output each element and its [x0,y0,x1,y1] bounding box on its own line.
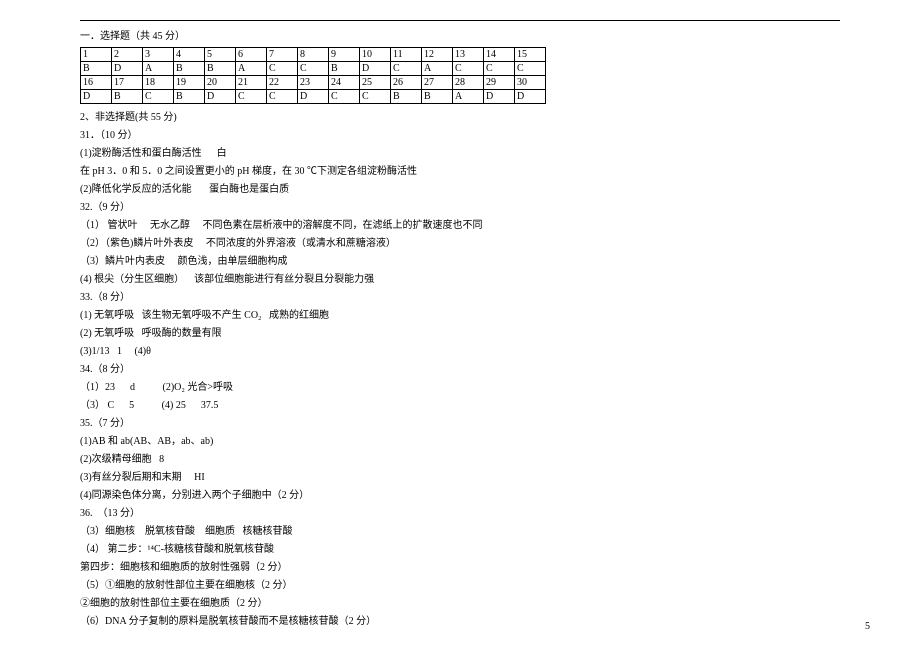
table-cell: D [81,90,112,104]
table-cell: 18 [143,76,174,90]
q36-line: 第四步：细胞核和细胞质的放射性强弱（2 分） [80,560,840,575]
table-cell: 20 [205,76,236,90]
q36-line: （4） 第二步：¹⁴C-核糖核苷酸和脱氧核苷酸 [80,542,840,557]
table-cell: D [205,90,236,104]
table-row: DBCBDCCDCCBBADD [81,90,546,104]
table-cell: 15 [515,48,546,62]
table-cell: 5 [205,48,236,62]
section-2-title: 2、非选择题(共 55 分) [80,110,840,125]
q33-header: 33.（8 分） [80,290,840,305]
table-cell: B [81,62,112,76]
table-cell: 1 [81,48,112,62]
q35-line: (1)AB 和 ab(AB、AB，ab、ab) [80,434,840,449]
table-row: 123456789101112131415 [81,48,546,62]
table-cell: 30 [515,76,546,90]
table-cell: C [329,90,360,104]
table-cell: 3 [143,48,174,62]
table-cell: B [174,62,205,76]
table-cell: 13 [453,48,484,62]
q31-line: (2)降低化学反应的活化能 蛋白酶也是蛋白质 [80,182,840,197]
q33-line: (3)1/13 1 (4)θ [80,344,840,359]
table-cell: 21 [236,76,267,90]
q35-line: (4)同源染色体分离，分别进入两个子细胞中（2 分） [80,488,840,503]
table-cell: 9 [329,48,360,62]
q35-header: 35.（7 分） [80,416,840,431]
table-cell: D [515,90,546,104]
q31-header: 31．（10 分） [80,128,840,143]
table-cell: A [422,62,453,76]
table-cell: C [267,62,298,76]
table-cell: 28 [453,76,484,90]
page-number: 5 [865,621,870,632]
q35-line: (2)次级精母细胞 8 [80,452,840,467]
table-cell: B [205,62,236,76]
table-cell: C [298,62,329,76]
table-cell: B [174,90,205,104]
top-rule [80,20,840,21]
table-cell: D [360,62,391,76]
table-row: BDABBACCBDCACCC [81,62,546,76]
table-cell: D [484,90,515,104]
q32-line: （3）鳞片叶内表皮 颜色浅，由单层细胞构成 [80,254,840,269]
table-cell: 12 [422,48,453,62]
answer-table: 123456789101112131415 BDABBACCBDCACCC 16… [80,47,546,104]
table-cell: 27 [422,76,453,90]
table-cell: C [143,90,174,104]
table-cell: 10 [360,48,391,62]
q33-line: (1) 无氧呼吸 该生物无氧呼吸不产生 CO₂ 成熟的红细胞 [80,308,840,323]
table-cell: B [112,90,143,104]
table-cell: C [267,90,298,104]
q36-line: （6）DNA 分子复制的原料是脱氧核苷酸而不是核糖核苷酸（2 分） [80,614,840,629]
table-cell: 8 [298,48,329,62]
table-cell: A [236,62,267,76]
q35-line: (3)有丝分裂后期和末期 HI [80,470,840,485]
table-cell: C [515,62,546,76]
q34-line: （1）23 d (2)O₂ 光合>呼吸 [80,380,840,395]
table-cell: C [453,62,484,76]
table-cell: A [143,62,174,76]
table-cell: 29 [484,76,515,90]
q33-line: (2) 无氧呼吸 呼吸酶的数量有限 [80,326,840,341]
table-cell: B [329,62,360,76]
page-content: 一．选择题（共 45 分） 123456789101112131415 BDAB… [0,0,920,652]
table-cell: B [391,90,422,104]
table-cell: 23 [298,76,329,90]
table-row: 161718192021222324252627282930 [81,76,546,90]
table-cell: 6 [236,48,267,62]
table-cell: 7 [267,48,298,62]
q32-line: (4) 根尖（分生区细胞） 该部位细胞能进行有丝分裂且分裂能力强 [80,272,840,287]
table-cell: 2 [112,48,143,62]
table-cell: 11 [391,48,422,62]
q36-line: （3）细胞核 脱氧核苷酸 细胞质 核糖核苷酸 [80,524,840,539]
table-cell: 16 [81,76,112,90]
q36-line: ②细胞的放射性部位主要在细胞质（2 分） [80,596,840,611]
table-cell: C [236,90,267,104]
section-1-title: 一．选择题（共 45 分） [80,29,840,44]
table-cell: 26 [391,76,422,90]
table-cell: 22 [267,76,298,90]
q36-line: （5）①细胞的放射性部位主要在细胞核（2 分） [80,578,840,593]
table-cell: D [298,90,329,104]
q34-line: （3） C 5 (4) 25 37.5 [80,398,840,413]
table-cell: 24 [329,76,360,90]
table-cell: 25 [360,76,391,90]
q34-header: 34.（8 分） [80,362,840,377]
table-cell: C [391,62,422,76]
q31-line: (1)淀粉酶活性和蛋白酶活性 白 [80,146,840,161]
q32-line: （2）（紫色)鳞片叶外表皮 不同浓度的外界溶液（或清水和蔗糖溶液） [80,236,840,251]
table-cell: B [422,90,453,104]
table-cell: 14 [484,48,515,62]
q32-line: （1） 管状叶 无水乙醇 不同色素在层析液中的溶解度不同，在滤纸上的扩散速度也不… [80,218,840,233]
table-cell: A [453,90,484,104]
q32-header: 32.（9 分） [80,200,840,215]
table-cell: C [484,62,515,76]
table-cell: 4 [174,48,205,62]
table-cell: 17 [112,76,143,90]
q31-line: 在 pH 3．0 和 5．0 之间设置更小的 pH 梯度，在 30 ℃下测定各组… [80,164,840,179]
table-cell: D [112,62,143,76]
table-cell: C [360,90,391,104]
table-cell: 19 [174,76,205,90]
q36-header: 36. （13 分） [80,506,840,521]
